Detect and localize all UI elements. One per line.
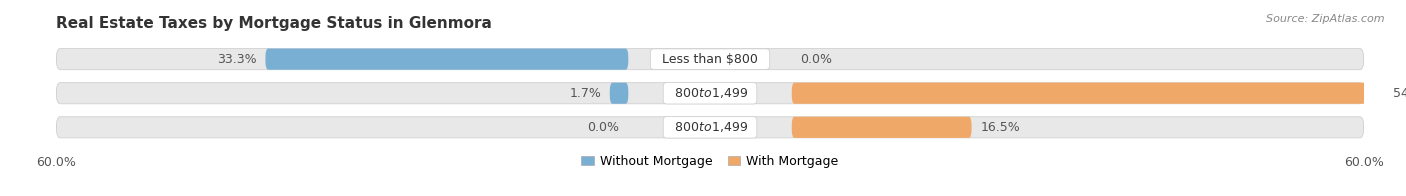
Text: 0.0%: 0.0% [588, 121, 620, 134]
Text: $800 to $1,499: $800 to $1,499 [666, 86, 754, 100]
FancyBboxPatch shape [792, 117, 972, 138]
Text: 16.5%: 16.5% [980, 121, 1019, 134]
FancyBboxPatch shape [56, 117, 1364, 138]
Text: 0.0%: 0.0% [800, 53, 832, 66]
FancyBboxPatch shape [610, 83, 628, 104]
Text: 33.3%: 33.3% [217, 53, 257, 66]
FancyBboxPatch shape [266, 49, 628, 70]
Text: 1.7%: 1.7% [569, 87, 602, 100]
Text: Real Estate Taxes by Mortgage Status in Glenmora: Real Estate Taxes by Mortgage Status in … [56, 16, 492, 31]
Text: $800 to $1,499: $800 to $1,499 [666, 120, 754, 134]
Legend: Without Mortgage, With Mortgage: Without Mortgage, With Mortgage [576, 150, 844, 172]
Text: Less than $800: Less than $800 [654, 53, 766, 66]
FancyBboxPatch shape [56, 49, 1364, 70]
Text: Source: ZipAtlas.com: Source: ZipAtlas.com [1267, 14, 1385, 24]
FancyBboxPatch shape [792, 83, 1385, 104]
Text: 54.4%: 54.4% [1393, 87, 1406, 100]
FancyBboxPatch shape [56, 83, 1364, 104]
